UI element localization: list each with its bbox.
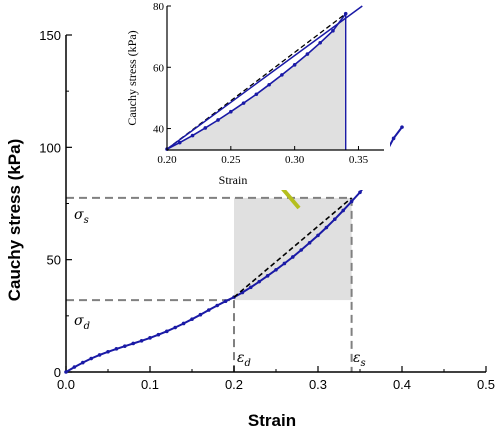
data-point xyxy=(291,255,295,259)
inset-secant-line xyxy=(166,5,363,150)
x-tick-label: 0.1 xyxy=(141,377,159,392)
inset-data-point xyxy=(216,118,220,122)
shaded-rect xyxy=(234,197,352,301)
main-axes xyxy=(65,34,487,373)
inset-x-tick-label: 0.20 xyxy=(157,154,177,166)
data-point xyxy=(148,336,152,340)
data-point xyxy=(307,241,312,245)
inset-data-point xyxy=(331,29,335,33)
y-tick-label: 0 xyxy=(54,365,61,380)
data-point xyxy=(198,312,203,317)
x-tick-label: 0.3 xyxy=(309,377,327,392)
inset-y-tick-label: 40 xyxy=(153,124,165,136)
epsilon-d-label: εd xyxy=(237,350,251,369)
data-point xyxy=(97,353,102,357)
data-point xyxy=(81,360,85,365)
x-tick-label: 0.4 xyxy=(393,377,411,392)
y-axis-label: Cauchy stress (kPa) xyxy=(5,139,24,302)
data-point xyxy=(114,347,119,351)
data-point xyxy=(349,199,354,204)
dashed-chord-line xyxy=(233,197,353,298)
data-point xyxy=(223,299,228,304)
inset-data-point xyxy=(177,140,182,145)
data-point xyxy=(89,356,93,361)
inset-data-point xyxy=(305,52,310,56)
x-tick-label: 0.5 xyxy=(477,377,495,392)
inset-shaded-region xyxy=(167,13,346,151)
inset-data-point xyxy=(190,133,195,138)
data-point xyxy=(106,349,110,354)
inset-y-tick-label: 60 xyxy=(153,62,165,74)
inset-data-point xyxy=(267,82,271,87)
data-point xyxy=(333,217,337,222)
data-point xyxy=(156,332,161,337)
data-point xyxy=(190,317,194,322)
data-point xyxy=(282,261,287,266)
data-point xyxy=(165,329,169,334)
data-point xyxy=(324,225,329,230)
inset-tick-labels: 0.20 0.25 0.30 0.35 40 60 80 xyxy=(153,1,369,166)
data-point xyxy=(123,344,127,348)
inset-x-axis-label: Strain xyxy=(219,173,248,187)
inset-x-tick-label: 0.30 xyxy=(285,154,305,166)
data-point xyxy=(249,285,253,290)
inset-data-point xyxy=(318,40,322,45)
inset-x-tick-label: 0.25 xyxy=(221,154,241,166)
inset-data-point xyxy=(280,73,284,77)
sigma-s-label: σs xyxy=(74,207,89,226)
inset-x-tick-label: 0.35 xyxy=(349,154,369,166)
y-tick-label: 100 xyxy=(39,140,61,155)
data-point xyxy=(131,341,135,346)
inset-shaded-area xyxy=(167,13,346,151)
data-point xyxy=(257,279,262,284)
shaded-region xyxy=(234,197,352,301)
data-point xyxy=(400,125,404,129)
data-point xyxy=(181,321,186,326)
inset-data-point xyxy=(241,101,246,105)
inset-axes xyxy=(166,5,384,151)
inset-y-axis-label: Cauchy stress (kPa) xyxy=(125,30,139,125)
epsilon-s-label: εs xyxy=(353,350,366,369)
data-point xyxy=(391,136,396,141)
x-tick-label: 0.2 xyxy=(225,377,243,392)
inset-data-point xyxy=(229,109,233,114)
data-point xyxy=(139,338,144,343)
data-point xyxy=(207,308,211,312)
reference-lines xyxy=(66,196,353,372)
inset-data-point xyxy=(292,63,297,67)
inset-dashed-chord xyxy=(166,13,347,150)
inset-data-point xyxy=(203,126,208,130)
y-tick-label: 150 xyxy=(39,28,61,43)
data-point xyxy=(215,303,219,308)
inset-series xyxy=(165,5,363,151)
data-point xyxy=(173,325,177,330)
data-point xyxy=(265,274,270,278)
x-axis-label: Strain xyxy=(248,411,296,430)
x-tick-label: 0.0 xyxy=(57,377,75,392)
data-point xyxy=(72,365,77,369)
data-point xyxy=(341,208,346,213)
data-point xyxy=(299,248,304,252)
data-point xyxy=(64,370,68,374)
inset-y-tick-label: 80 xyxy=(153,1,165,13)
sigma-d-label: σd xyxy=(74,313,90,332)
main-tick-labels: 0.0 0.1 0.2 0.3 0.4 0.5 0 50 100 150 xyxy=(39,28,495,392)
data-point xyxy=(358,190,362,195)
inset-data-point xyxy=(254,92,259,97)
data-point xyxy=(316,233,320,238)
data-point xyxy=(274,267,278,272)
y-tick-label: 50 xyxy=(47,253,61,268)
